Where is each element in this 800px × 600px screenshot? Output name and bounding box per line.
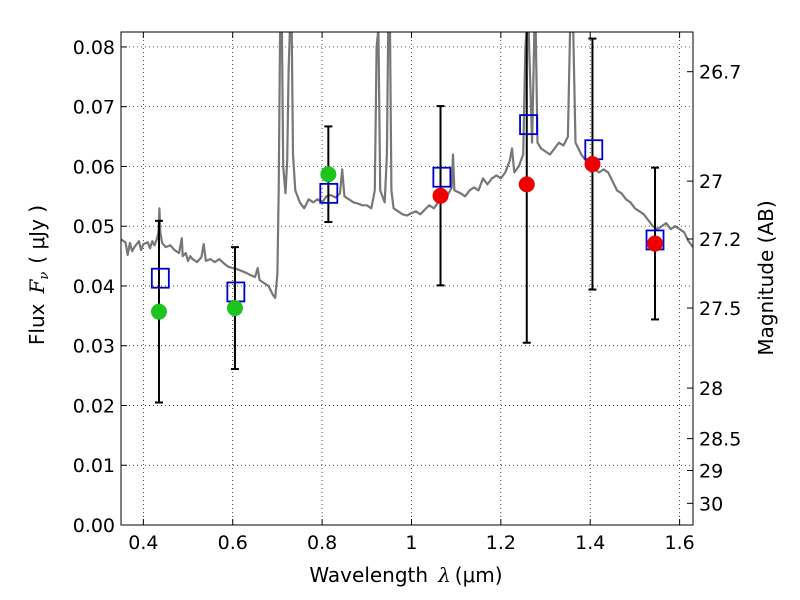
y-axis-title-unit: ( μJy ) — [25, 205, 49, 264]
y-axis-title-symbol: F — [25, 279, 49, 295]
model-point — [319, 182, 339, 204]
y-tick-label: 0.06 — [73, 156, 115, 178]
observed-point — [432, 187, 449, 204]
grid-lines — [121, 32, 693, 526]
x-tick-label: 1.6 — [664, 532, 694, 554]
observed-point — [150, 303, 167, 320]
y2-tick-label: 28 — [699, 378, 723, 400]
observed-point — [647, 235, 664, 252]
model-photometry-squares — [150, 114, 665, 303]
y-tick-label: 0.00 — [73, 515, 115, 537]
y-axis-title: Flux Fν ( μJy ) — [25, 205, 52, 345]
y-tick-labels: 0.00 0.01 0.02 0.03 0.04 0.05 0.06 0.07 0.08 — [73, 37, 115, 537]
y-tick-label: 0.04 — [73, 276, 115, 298]
x-tick-label: 1.2 — [486, 532, 516, 554]
observed-point — [320, 166, 337, 183]
y-tick-label: 0.01 — [73, 455, 115, 477]
y2-tick-labels: 26.7 27 27.2 27.5 28 28.5 29 30 — [699, 62, 741, 516]
y-tick-label: 0.03 — [73, 336, 115, 358]
x-axis-title-unit: (μm) — [455, 563, 503, 587]
y2-tick-label: 29 — [699, 461, 723, 483]
y-tick-label: 0.07 — [73, 97, 115, 119]
axis-ticks — [121, 32, 693, 526]
observed-point — [584, 156, 601, 173]
x-axis-title-symbol: λ — [437, 563, 451, 587]
y2-tick-label: 27.5 — [699, 298, 741, 320]
x-tick-label: 0.6 — [218, 532, 248, 554]
y2-tick-label: 27.2 — [699, 229, 741, 251]
y2-tick-label: 30 — [699, 493, 723, 515]
y2-axis-title: Magnitude (AB) — [754, 200, 778, 355]
spectrum-line — [121, 32, 693, 299]
y-tick-label: 0.05 — [73, 216, 115, 238]
x-tick-labels: 0.4 0.6 0.8 1 1.2 1.4 1.6 — [128, 532, 694, 554]
observed-photometry-points — [150, 156, 664, 320]
y-axis-title-text: Flux — [25, 303, 49, 345]
x-axis-title: Wavelength λ (μm) — [309, 563, 502, 587]
y2-tick-label: 26.7 — [699, 62, 741, 84]
model-spectrum — [121, 32, 693, 299]
y-tick-label: 0.08 — [73, 37, 115, 59]
error-bars — [154, 32, 660, 404]
y2-tick-label: 28.5 — [699, 429, 741, 451]
y-axis-title-subscript: ν — [37, 272, 52, 280]
plot-frame — [120, 31, 694, 526]
observed-point — [518, 176, 535, 193]
x-tick-label: 0.4 — [128, 532, 158, 554]
x-axis-title-text: Wavelength — [309, 563, 428, 587]
model-point — [432, 166, 452, 188]
x-tick-label: 1.4 — [575, 532, 605, 554]
x-tick-label: 1 — [405, 532, 417, 554]
model-point — [150, 267, 170, 289]
observed-point — [226, 300, 243, 317]
y2-tick-label: 27 — [699, 171, 723, 193]
model-point — [519, 114, 538, 136]
x-tick-label: 0.8 — [307, 532, 337, 554]
y-tick-label: 0.02 — [73, 395, 115, 417]
